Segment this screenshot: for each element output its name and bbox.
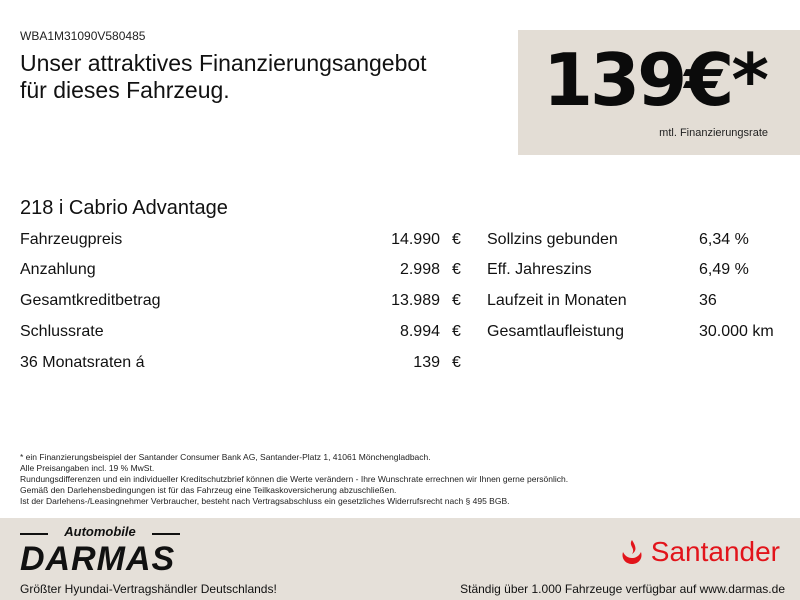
- footnote: Alle Preisangaben incl. 19 % MwSt.: [20, 463, 155, 473]
- finance-row: Eff. Jahreszins 6,49 %: [487, 258, 787, 282]
- row-currency: €: [452, 261, 461, 278]
- finance-row: Laufzeit in Monaten 36: [487, 289, 787, 313]
- row-value: 2.998: [399, 261, 440, 278]
- row-value: 30.000 km: [699, 323, 774, 340]
- footer: Automobile DARMAS Santander Größter Hyun…: [0, 518, 800, 600]
- row-label: Gesamtlaufleistung: [487, 323, 624, 340]
- flame-icon: [622, 540, 642, 564]
- row-label: Laufzeit in Monaten: [487, 292, 627, 309]
- row-label: Gesamtkreditbetrag: [20, 292, 161, 309]
- row-label: 36 Monatsraten á: [20, 354, 145, 371]
- monthly-price: 139€*: [542, 38, 769, 122]
- row-value: 36: [699, 292, 717, 309]
- row-label: Fahrzeugpreis: [20, 231, 123, 248]
- finance-row: Gesamtkreditbetrag 13.989 €: [20, 289, 470, 313]
- finance-row: Fahrzeugpreis 14.990 €: [20, 228, 470, 252]
- finance-row: Gesamtlaufleistung 30.000 km: [487, 320, 787, 344]
- row-value: 14.990: [391, 231, 440, 248]
- tagline-right: Ständig über 1.000 Fahrzeuge verfügbar a…: [460, 582, 785, 596]
- finance-row: Anzahlung 2.998 €: [20, 258, 470, 282]
- row-currency: €: [452, 354, 461, 371]
- row-label: Sollzins gebunden: [487, 231, 618, 248]
- dealer-logo-subtitle: Automobile: [20, 524, 180, 539]
- headline: Unser attraktives Finanzierungsangebot f…: [20, 50, 510, 104]
- footnote: Ist der Darlehens-/Leasingnehmer Verbrau…: [20, 496, 510, 506]
- santander-logo-text: Santander: [650, 536, 780, 567]
- row-value: 8.994: [399, 323, 440, 340]
- footnote: Rundungsdifferenzen und ein individuelle…: [20, 474, 569, 484]
- finance-row: 36 Monatsraten á 139 €: [20, 351, 470, 375]
- vin: WBA1M31090V580485: [20, 29, 146, 43]
- footnotes: * ein Finanzierungsbeispiel der Santande…: [20, 452, 568, 507]
- model-name: 218 i Cabrio Advantage: [20, 197, 228, 219]
- price-box: 139€* mtl. Finanzierungsrate: [518, 30, 800, 155]
- tagline-left: Größter Hyundai-Vertragshändler Deutschl…: [20, 582, 277, 596]
- monthly-price-label: mtl. Finanzierungsrate: [659, 127, 768, 139]
- row-currency: €: [452, 292, 461, 309]
- row-currency: €: [452, 323, 461, 340]
- row-value: 139: [413, 354, 440, 371]
- headline-line-2: für dieses Fahrzeug.: [20, 77, 230, 103]
- dealer-logo: DARMAS: [20, 540, 176, 578]
- headline-line-1: Unser attraktives Finanzierungsangebot: [20, 50, 427, 76]
- footnote: Gemäß den Darlehensbedingungen ist für d…: [20, 485, 397, 495]
- row-value: 13.989: [391, 292, 440, 309]
- finance-row: Schlussrate 8.994 €: [20, 320, 470, 344]
- row-label: Schlussrate: [20, 323, 104, 340]
- row-value: 6,49 %: [699, 261, 749, 278]
- finance-row: Sollzins gebunden 6,34 %: [487, 228, 787, 252]
- santander-logo: Santander: [619, 536, 780, 568]
- row-value: 6,34 %: [699, 231, 749, 248]
- row-label: Eff. Jahreszins: [487, 261, 592, 278]
- row-currency: €: [452, 231, 461, 248]
- row-label: Anzahlung: [20, 261, 96, 278]
- footnote: * ein Finanzierungsbeispiel der Santande…: [20, 452, 431, 462]
